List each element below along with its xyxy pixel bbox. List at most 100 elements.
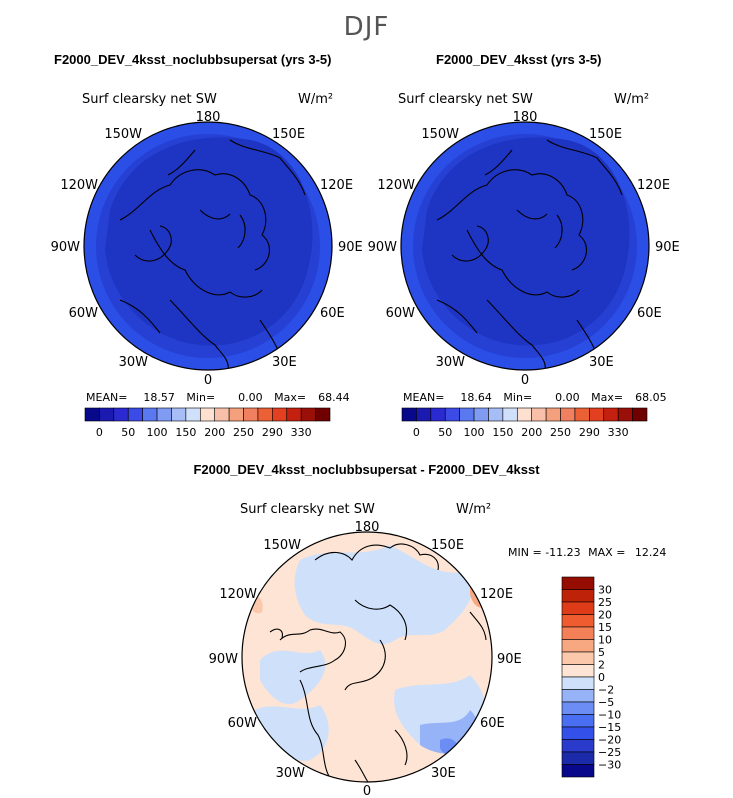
colorbar-tick-label: −5 bbox=[598, 696, 614, 709]
panel-3-units: W/m² bbox=[456, 502, 492, 517]
lon-label: 30W bbox=[119, 355, 149, 370]
lon-label: 150E bbox=[272, 127, 305, 142]
colorbar-tick-label: 100 bbox=[147, 426, 168, 439]
mean-label: MEAN= bbox=[403, 391, 445, 404]
colorbar-tick-label: 200 bbox=[521, 426, 542, 439]
min-label: MIN = bbox=[508, 546, 542, 559]
colorbar-tick-label: 100 bbox=[464, 426, 485, 439]
lon-label: 90E bbox=[655, 240, 680, 255]
lon-label: 150W bbox=[421, 127, 459, 142]
colorbar-tick-label: 290 bbox=[579, 426, 600, 439]
min-label: Min= bbox=[503, 391, 533, 404]
lon-label: 120E bbox=[637, 178, 670, 193]
colorbar-swatch bbox=[561, 651, 595, 665]
lon-label: 60W bbox=[228, 716, 258, 731]
colorbar-tick-label: 200 bbox=[204, 426, 225, 439]
mean-value: 18.57 bbox=[143, 391, 175, 404]
lon-label: 180 bbox=[355, 520, 380, 535]
colorbar-swatch bbox=[561, 764, 595, 778]
max-label: MAX = bbox=[588, 546, 626, 559]
panel-2-variable: Surf clearsky net SW bbox=[398, 92, 533, 107]
lon-label: 180 bbox=[196, 110, 221, 125]
panel-1-longitude-labels: 180 0 150W 120W 90W 60W 30W 150E 120E 90… bbox=[51, 110, 363, 388]
lon-label: 30W bbox=[276, 766, 306, 781]
colorbar-tick-label: 0 bbox=[96, 426, 103, 439]
lon-label: 150W bbox=[263, 538, 301, 553]
panel-3-variable: Surf clearsky net SW bbox=[240, 502, 375, 517]
panel-2-longitude-labels: 180 0 150W 120W 90W 60W 30W 150E 120E 90… bbox=[368, 110, 680, 388]
colorbar-tick-label: 15 bbox=[598, 621, 612, 634]
colorbar-swatch bbox=[315, 407, 331, 422]
panel-1-units: W/m² bbox=[298, 92, 334, 107]
mean-label: MEAN= bbox=[86, 391, 128, 404]
lon-label: 90W bbox=[209, 652, 239, 667]
colorbar-tick-label: 25 bbox=[598, 596, 612, 609]
panel-3-title: F2000_DEV_4ksst_noclubbsupersat - F2000_… bbox=[193, 462, 540, 477]
colorbar-tick-label: −15 bbox=[598, 721, 621, 734]
lon-label: 120E bbox=[320, 178, 353, 193]
min-label: Min= bbox=[186, 391, 216, 404]
panel-2-stats: MEAN= 18.64 Min= 0.00 Max= 68.05 bbox=[403, 391, 667, 404]
lon-label: 60E bbox=[637, 306, 662, 321]
max-label: Max= bbox=[274, 391, 307, 404]
colorbar-swatch bbox=[561, 639, 595, 653]
colorbar-tick-label: −10 bbox=[598, 709, 621, 722]
colorbar-tick-label: 5 bbox=[598, 646, 605, 659]
max-value: 68.05 bbox=[635, 391, 667, 404]
panel-2-colorbar: 0 50 100 150 200 250 290 330 bbox=[401, 407, 648, 439]
colorbar-tick-label: 0 bbox=[598, 671, 605, 684]
colorbar-swatch bbox=[561, 589, 595, 603]
lon-label: 90W bbox=[368, 240, 398, 255]
lon-label: 30E bbox=[272, 355, 297, 370]
lon-label: 30E bbox=[589, 355, 614, 370]
colorbar-swatch bbox=[561, 626, 595, 640]
min-value: 0.00 bbox=[555, 391, 580, 404]
lon-label: 150W bbox=[104, 127, 142, 142]
panel-1-variable: Surf clearsky net SW bbox=[82, 92, 217, 107]
colorbar-swatch bbox=[561, 676, 595, 690]
lon-label: 120W bbox=[219, 587, 257, 602]
colorbar-swatch bbox=[632, 407, 648, 422]
colorbar-tick-label: −25 bbox=[598, 746, 621, 759]
lon-label: 90E bbox=[497, 652, 522, 667]
panel-2-units: W/m² bbox=[614, 92, 650, 107]
min-value: -11.23 bbox=[545, 546, 581, 559]
colorbar-tick-label: 150 bbox=[492, 426, 513, 439]
colorbar-tick-label: 330 bbox=[291, 426, 312, 439]
lon-label: 150E bbox=[589, 127, 622, 142]
lon-label: 0 bbox=[363, 784, 371, 798]
mean-value: 18.64 bbox=[460, 391, 492, 404]
colorbar-tick-label: 30 bbox=[598, 584, 612, 597]
lon-label: 180 bbox=[513, 110, 538, 125]
colorbar-tick-label: 290 bbox=[262, 426, 283, 439]
panel-3-stats: MIN = -11.23 MAX = 12.24 bbox=[508, 546, 666, 559]
lon-label: 90W bbox=[51, 240, 81, 255]
panel-1-title: F2000_DEV_4ksst_noclubbsupersat (yrs 3-5… bbox=[54, 52, 332, 67]
colorbar-swatch bbox=[561, 739, 595, 753]
colorbar-swatch bbox=[561, 664, 595, 678]
panel-3-longitude-labels: 180 0 150W 120W 90W 60W 30W 150E 120E 90… bbox=[209, 520, 522, 798]
lon-label: 0 bbox=[521, 373, 529, 388]
lon-label: 60W bbox=[386, 306, 416, 321]
colorbar-tick-label: 0 bbox=[413, 426, 420, 439]
colorbar-tick-label: 330 bbox=[608, 426, 629, 439]
colorbar-tick-label: 250 bbox=[550, 426, 571, 439]
lon-label: 90E bbox=[338, 240, 363, 255]
lon-label: 60W bbox=[69, 306, 99, 321]
lon-label: 30W bbox=[436, 355, 466, 370]
lon-label: 60E bbox=[320, 306, 345, 321]
lon-label: 120W bbox=[60, 178, 98, 193]
colorbar-tick-label: 150 bbox=[175, 426, 196, 439]
colorbar-swatch bbox=[561, 576, 595, 590]
lon-label: 60E bbox=[480, 716, 505, 731]
panel-2-title: F2000_DEV_4ksst (yrs 3-5) bbox=[436, 52, 602, 67]
colorbar-tick-label: 2 bbox=[598, 659, 605, 672]
season-title: DJF bbox=[343, 12, 390, 42]
colorbar-tick-label: 250 bbox=[233, 426, 254, 439]
colorbar-tick-label: 20 bbox=[598, 609, 612, 622]
colorbar-swatch bbox=[561, 726, 595, 740]
colorbar-tick-label: 10 bbox=[598, 634, 612, 647]
colorbar-tick-label: 50 bbox=[438, 426, 452, 439]
